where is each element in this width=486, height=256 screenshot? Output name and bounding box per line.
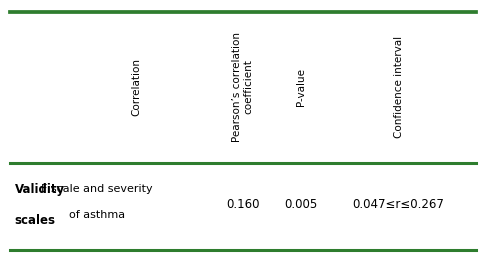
Text: F scale and severity: F scale and severity — [41, 184, 153, 195]
Text: Validity: Validity — [15, 183, 65, 196]
Text: Confidence interval: Confidence interval — [394, 36, 403, 138]
Text: scales: scales — [15, 214, 55, 227]
Text: 0.160: 0.160 — [226, 198, 260, 211]
Text: 0.047≤r≤0.267: 0.047≤r≤0.267 — [352, 198, 445, 211]
Text: P-value: P-value — [296, 68, 306, 106]
Text: 0.005: 0.005 — [285, 198, 318, 211]
Text: Correlation: Correlation — [131, 58, 141, 116]
Text: Pearson’s correlation
coefficient: Pearson’s correlation coefficient — [232, 32, 254, 142]
Text: of asthma: of asthma — [69, 210, 125, 220]
